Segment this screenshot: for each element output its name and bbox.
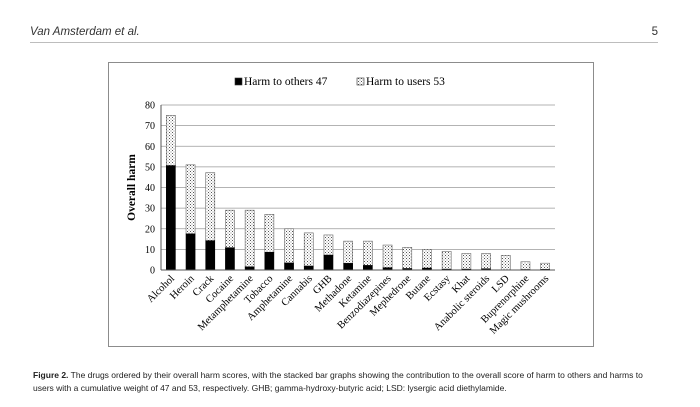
bar-segment-harm-to-users <box>323 234 334 256</box>
legend-swatch <box>356 77 365 86</box>
legend-label: Harm to users 53 <box>366 76 445 88</box>
legend-swatch <box>234 77 243 86</box>
bar-segment-harm-to-users <box>166 115 176 166</box>
bar-segment-harm-to-users <box>461 253 472 270</box>
bar-segment-harm-to-others <box>225 247 235 271</box>
page-header: Van Amsterdam et al. 5 <box>30 26 658 40</box>
bar-segment-harm-to-users <box>225 209 235 249</box>
bar-segment-harm-to-users <box>422 249 432 269</box>
bar-segment-harm-to-users <box>244 209 255 268</box>
bar-segment-harm-to-users <box>363 240 373 266</box>
y-tick-label: 60 <box>145 142 155 153</box>
bar-segment-harm-to-others <box>363 265 373 271</box>
caption-label: Figure 2. <box>33 370 69 380</box>
bar-segment-harm-to-others <box>343 263 353 271</box>
caption-text: The drugs ordered by their overall harm … <box>33 370 643 393</box>
bar-segment-harm-to-users <box>382 244 393 269</box>
running-head-author: Van Amsterdam et al. <box>30 26 140 38</box>
bar-segment-harm-to-users <box>520 261 531 270</box>
y-tick-label: 80 <box>145 101 155 112</box>
bar-segment-harm-to-others <box>303 265 314 271</box>
bar-segment-harm-to-others <box>205 240 216 271</box>
bar-segment-harm-to-users <box>500 255 511 271</box>
bar-segment-harm-to-users <box>205 172 216 242</box>
y-axis-title: Overall harm <box>126 154 138 221</box>
bar-segment-harm-to-users <box>264 214 275 253</box>
figure-frame: 0 10 20 30 40 50 60 70 80 Overall harm Alcohol Hero… <box>108 62 594 347</box>
bar-segment-harm-to-users <box>481 253 491 270</box>
bar-segment-harm-to-users <box>185 164 196 235</box>
y-tick-label: 20 <box>145 224 155 235</box>
y-tick-label: 40 <box>145 183 155 194</box>
bar-segment-harm-to-users <box>343 240 353 264</box>
y-tick-label: 10 <box>145 245 155 256</box>
y-tick-label: 70 <box>145 121 155 132</box>
page-number: 5 <box>651 26 658 38</box>
y-tick-label: 30 <box>145 204 155 215</box>
bar-segment-harm-to-others <box>284 262 294 271</box>
bar-segment-harm-to-users <box>402 247 413 269</box>
bar-segment-harm-to-users <box>284 228 294 264</box>
figure-caption: Figure 2. The drugs ordered by their ove… <box>33 369 663 395</box>
bar-segment-harm-to-others <box>323 254 334 271</box>
bar-segment-harm-to-others <box>185 233 196 271</box>
bar-segment-harm-to-others <box>166 165 176 271</box>
bar-segment-harm-to-users <box>441 251 452 270</box>
header-rule <box>30 42 658 43</box>
y-tick-label: 0 <box>150 266 155 277</box>
bar-segment-harm-to-others <box>264 251 275 271</box>
y-tick-label: 50 <box>145 162 155 173</box>
bar-segment-harm-to-users <box>303 232 314 267</box>
legend-label: Harm to others 47 <box>244 76 328 88</box>
bar-segment-harm-to-users <box>540 262 550 270</box>
